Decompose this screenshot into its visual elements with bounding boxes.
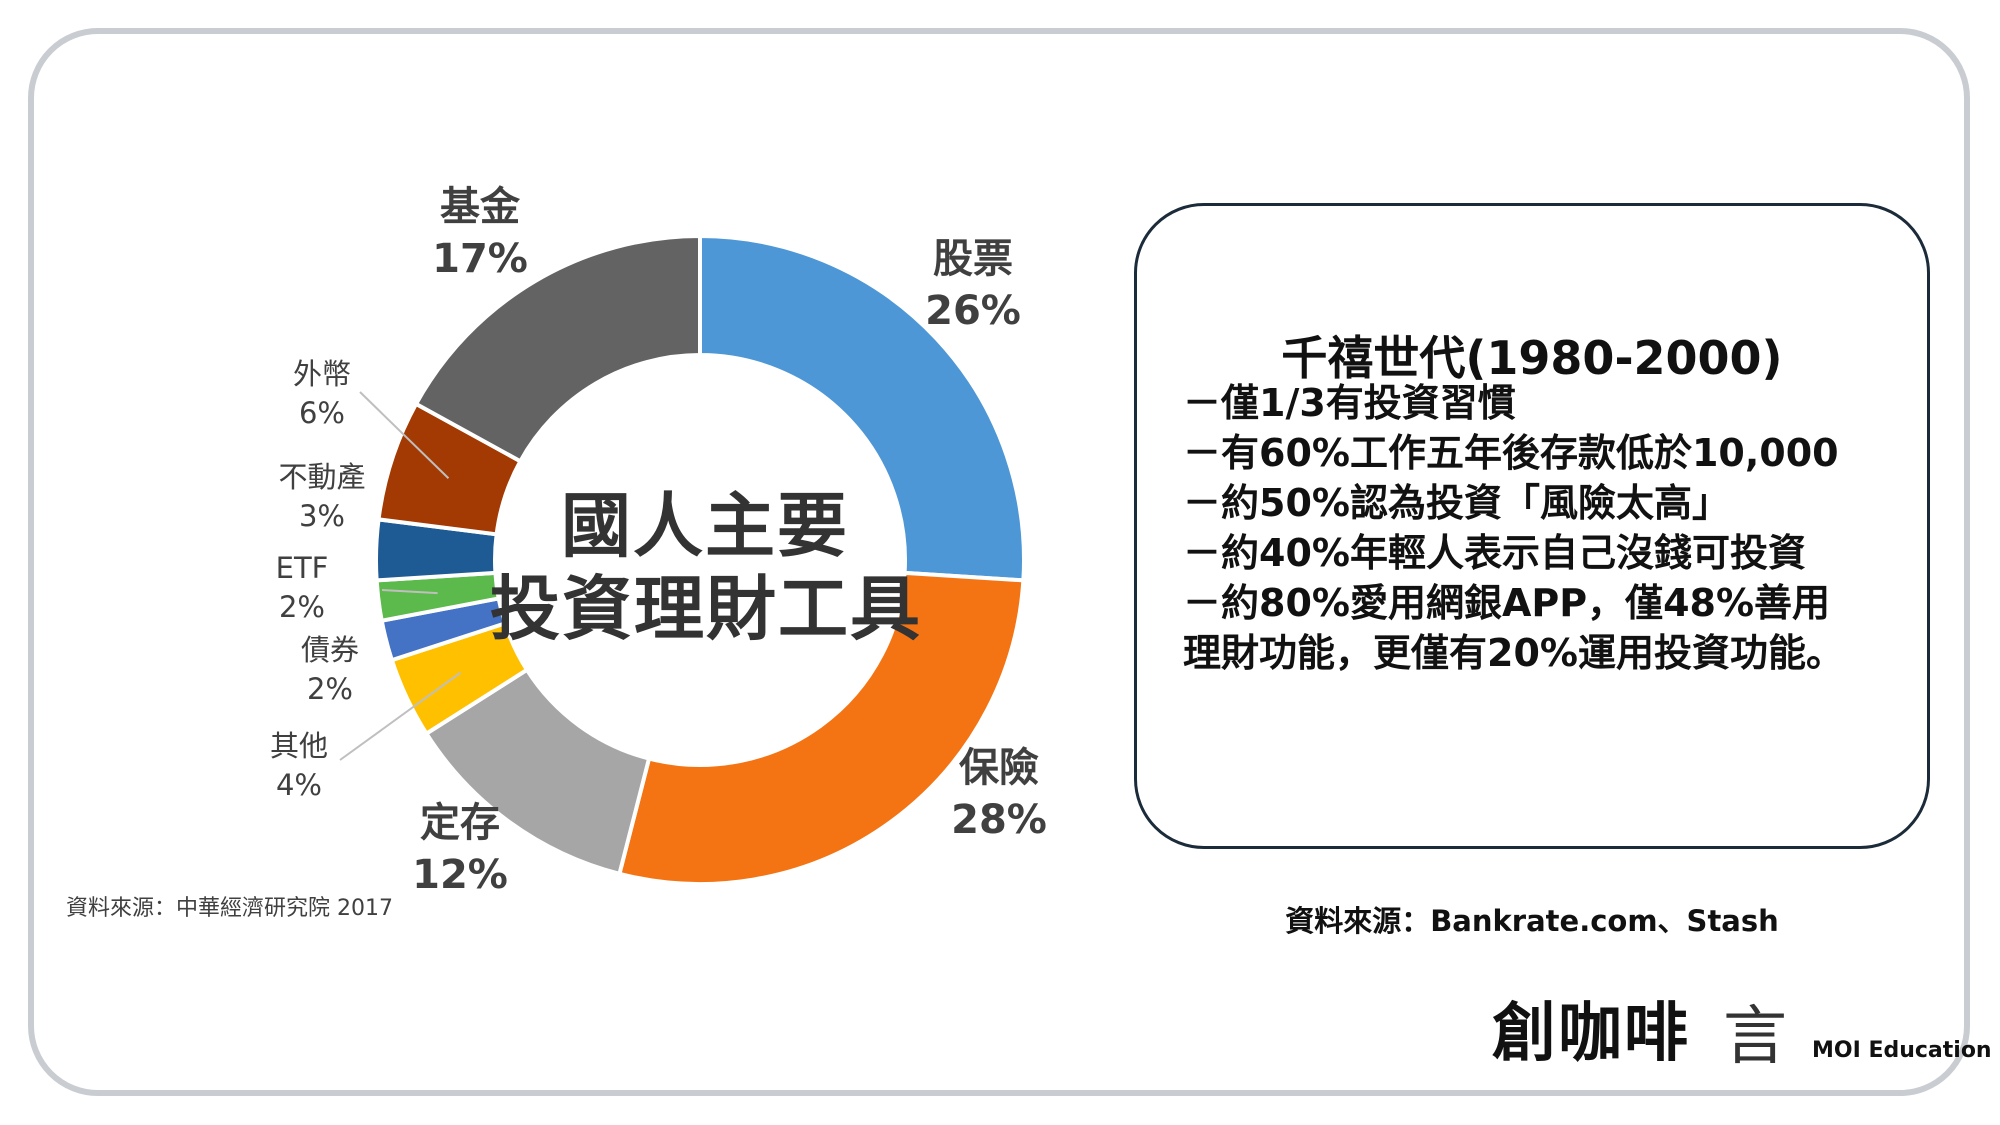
label-etf-name: ETF bbox=[275, 551, 329, 585]
info-line: －有60%工作五年後存款低於10,000 bbox=[1183, 431, 1839, 475]
info-line: 理財功能，更僅有20%運用投資功能。 bbox=[1183, 631, 1844, 675]
donut-slice bbox=[413, 233, 702, 464]
info-title: 千禧世代(1980-2000) bbox=[1281, 331, 1783, 385]
label-real-estate: 不動產 3% bbox=[262, 458, 382, 536]
label-stock-value: 26% bbox=[925, 288, 1021, 334]
leader-line bbox=[381, 589, 438, 595]
chart-center-title-line2: 投資理財工具 bbox=[490, 568, 922, 650]
slide-frame bbox=[28, 28, 1970, 1096]
brand-logo-cn: 創咖啡 bbox=[1492, 997, 1690, 1071]
label-stock-name: 股票 bbox=[933, 236, 1013, 282]
label-stock: 股票 26% bbox=[918, 233, 1028, 337]
info-line: －約50%認為投資「風險太高」 bbox=[1183, 481, 1730, 525]
label-etf-value: 2% bbox=[278, 590, 325, 624]
label-insurance: 保險 28% bbox=[944, 742, 1054, 846]
label-deposit-name: 定存 bbox=[420, 800, 500, 846]
label-forex: 外幣 6% bbox=[272, 355, 372, 433]
label-forex-value: 6% bbox=[298, 396, 345, 430]
donut-slice bbox=[616, 570, 1026, 886]
label-insurance-name: 保險 bbox=[959, 745, 1039, 791]
leader-line bbox=[359, 391, 450, 479]
info-line: －約40%年輕人表示自己沒錢可投資 bbox=[1183, 531, 1806, 575]
label-deposit-value: 12% bbox=[412, 852, 508, 898]
label-forex-name: 外幣 bbox=[292, 357, 351, 391]
info-line: －僅1/3有投資習慣 bbox=[1183, 381, 1516, 425]
label-fund-name: 基金 bbox=[440, 184, 520, 230]
label-bond-value: 2% bbox=[306, 672, 353, 706]
label-other-value: 4% bbox=[275, 768, 322, 802]
info-box bbox=[1134, 203, 1930, 849]
info-line: －約80%愛用網銀APP，僅48%善用 bbox=[1183, 581, 1831, 625]
brand-mark-icon: 言 bbox=[1723, 1000, 1787, 1074]
donut-slice bbox=[698, 233, 1026, 583]
label-real-estate-value: 3% bbox=[298, 499, 345, 533]
chart-center-title-line1: 國人主要 bbox=[561, 485, 849, 567]
chart-source: 資料來源：中華經濟研究院 2017 bbox=[66, 896, 393, 921]
label-etf: ETF 2% bbox=[252, 549, 352, 627]
label-fund-value: 17% bbox=[432, 236, 528, 282]
label-other-name: 其他 bbox=[269, 729, 328, 763]
leader-line bbox=[339, 671, 462, 761]
label-fund: 基金 17% bbox=[425, 181, 535, 285]
info-source: 資料來源：Bankrate.com、Stash bbox=[1285, 904, 1779, 938]
label-deposit: 定存 12% bbox=[405, 797, 515, 901]
label-insurance-value: 28% bbox=[951, 797, 1047, 843]
label-bond: 債券 2% bbox=[280, 631, 380, 709]
brand-name-en: MOI Education bbox=[1812, 1038, 1992, 1063]
label-bond-name: 債券 bbox=[300, 633, 359, 667]
info-lines: －僅1/3有投資習慣 －有60%工作五年後存款低於10,000 －約50%認為投… bbox=[1183, 378, 1844, 678]
label-other: 其他 4% bbox=[249, 727, 349, 805]
label-real-estate-name: 不動產 bbox=[278, 460, 366, 494]
